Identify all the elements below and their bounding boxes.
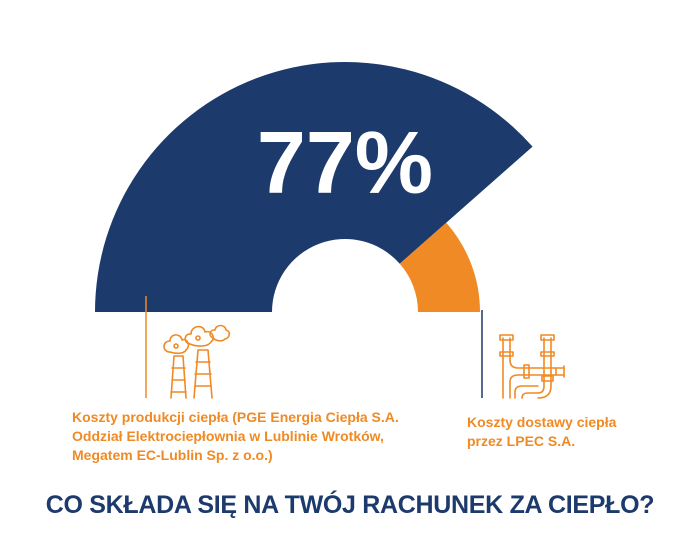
label-line: przez LPEC S.A. [467, 433, 576, 449]
label-line: Megatem EC-Lublin Sp. z o.o.) [72, 447, 273, 463]
slice-delivery-costs [399, 222, 480, 312]
factory-chimneys-icon [163, 324, 231, 399]
label-production-costs: Koszty produkcji ciepła (PGE Energia Cie… [72, 408, 399, 465]
label-line: Koszty dostawy ciepła [467, 414, 617, 430]
pipes-icon [499, 334, 565, 399]
label-delivery-costs: Koszty dostawy ciepła przez LPEC S.A. [467, 413, 616, 451]
slice-production-costs [95, 61, 533, 312]
label-line: Koszty produkcji ciepła (PGE Energia Cie… [72, 409, 399, 425]
label-line: Oddział Elektrociepłownia w Lublinie Wro… [72, 428, 384, 444]
data-label-production: 77% [257, 113, 433, 212]
chart-title: CO SKŁADA SIĘ NA TWÓJ RACHUNEK ZA CIEPŁO… [45, 491, 655, 519]
data-label-delivery: 23% [493, 265, 557, 301]
